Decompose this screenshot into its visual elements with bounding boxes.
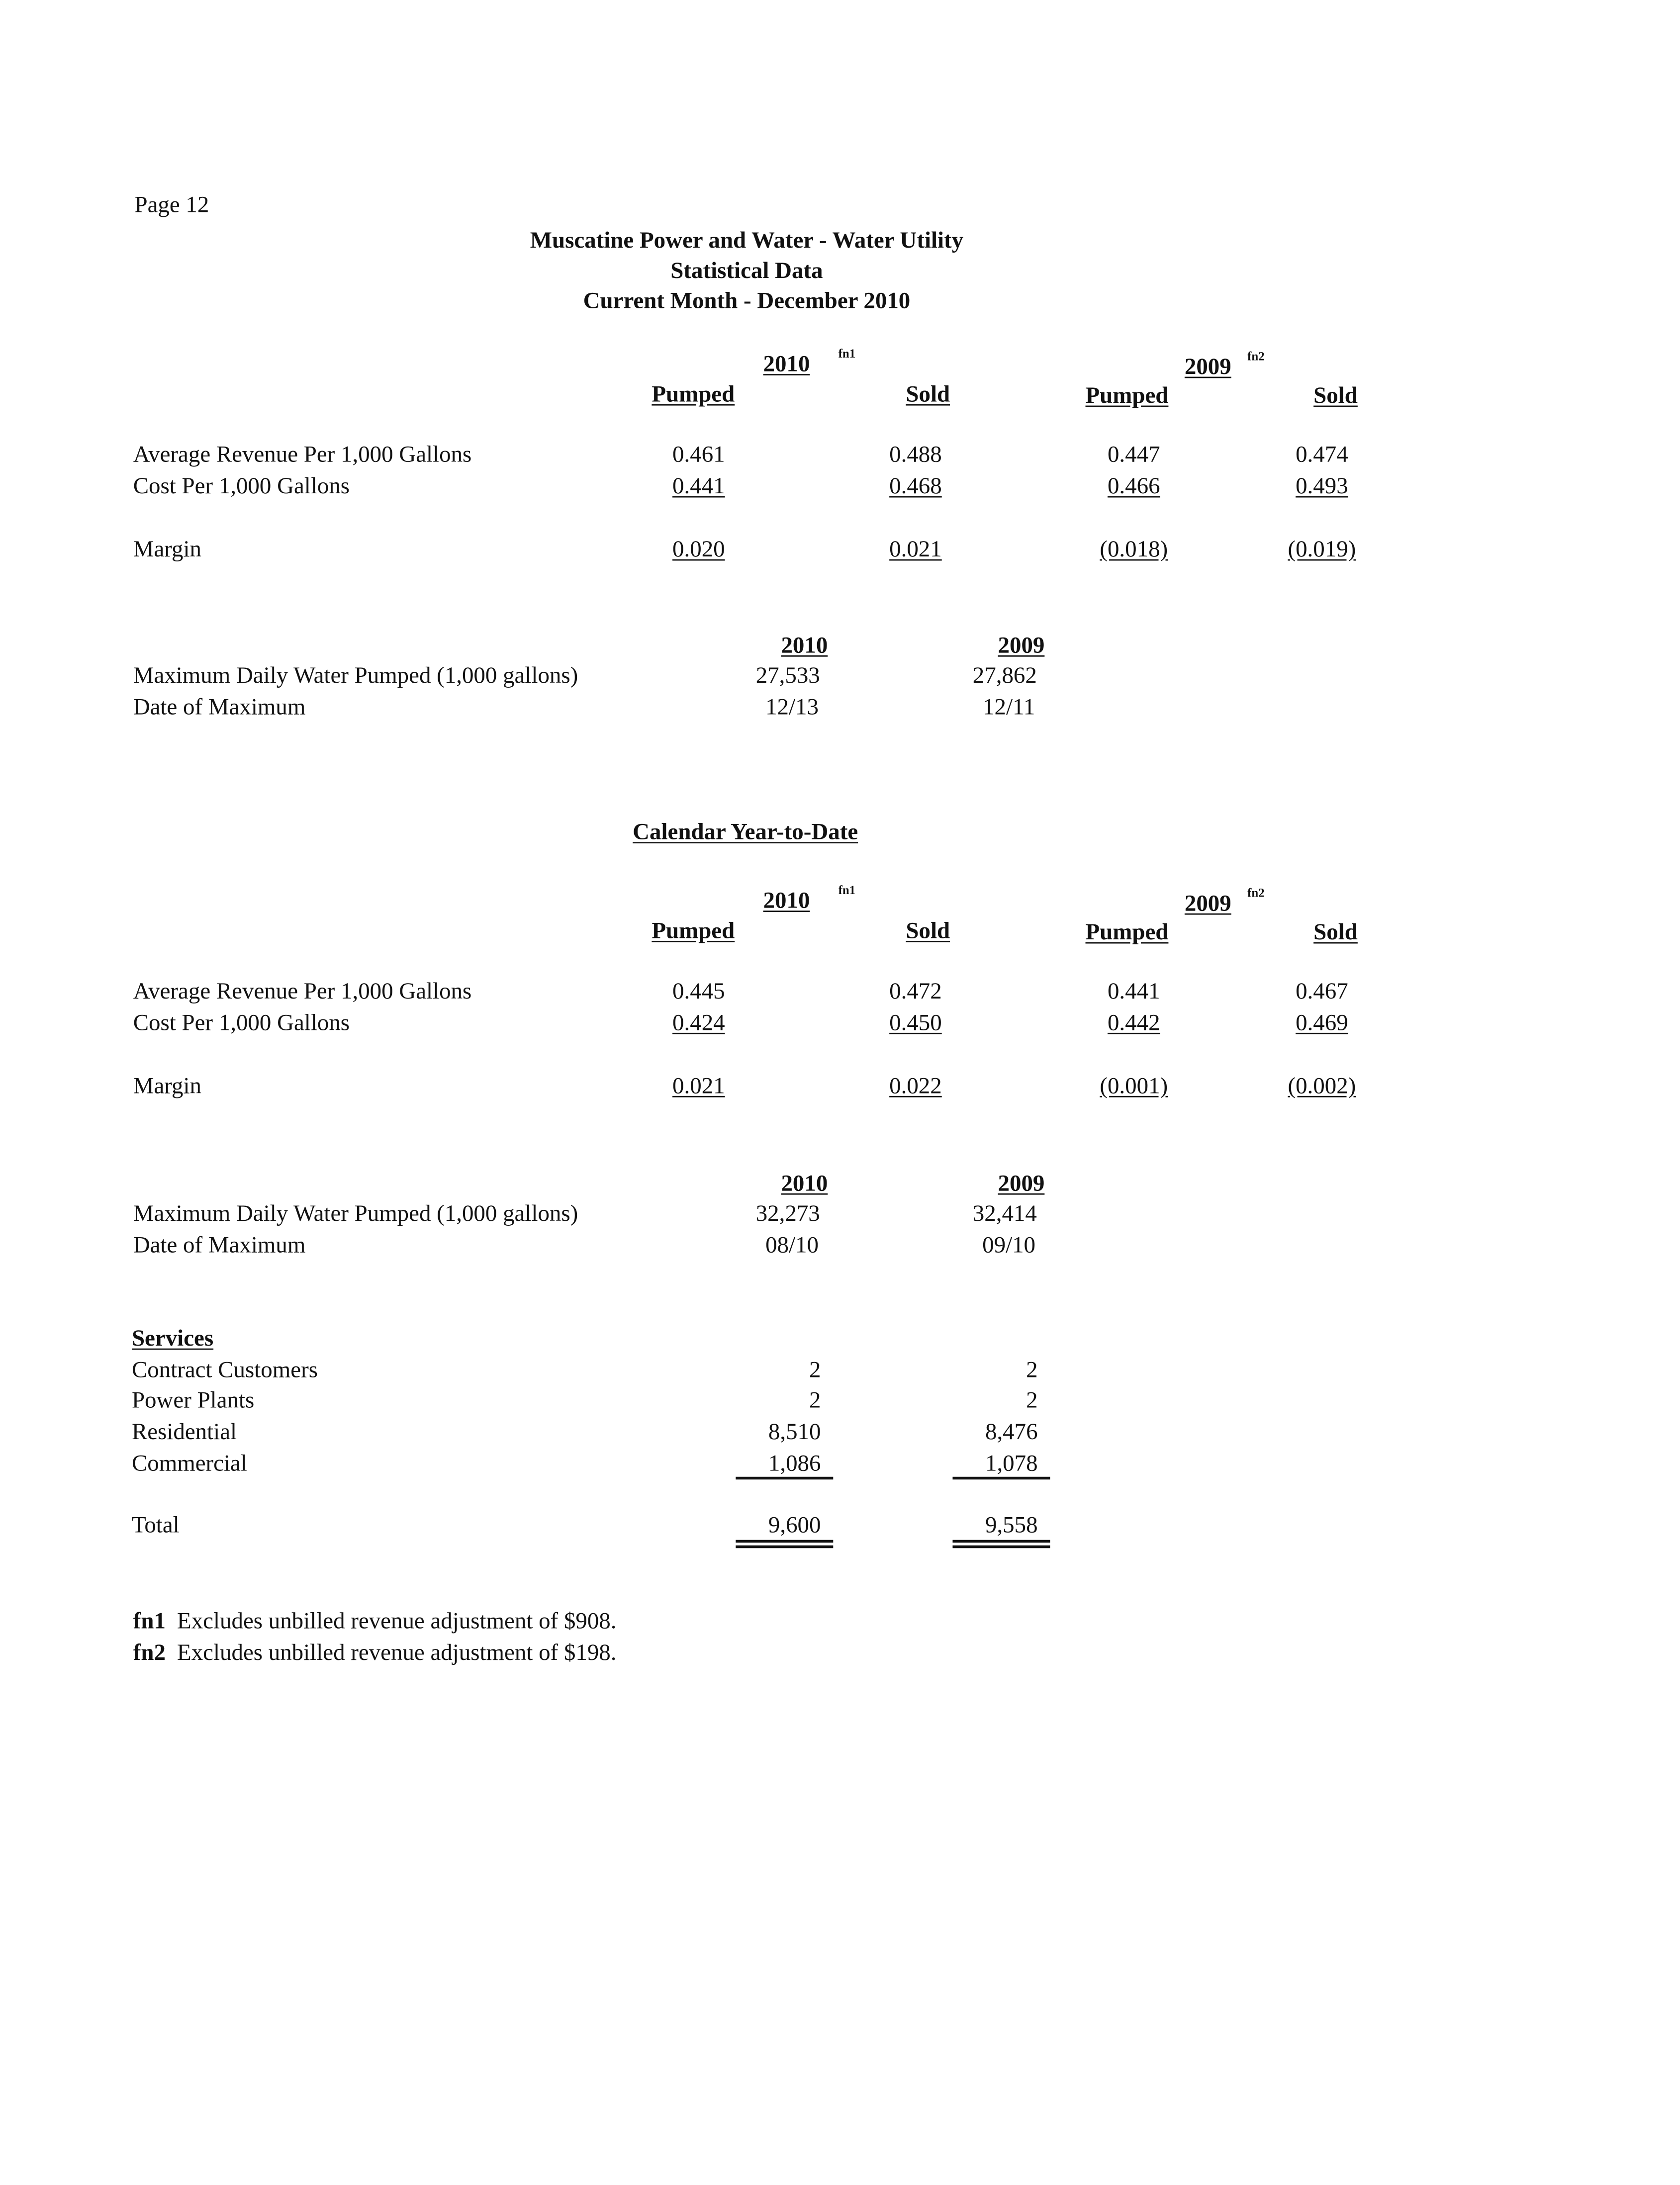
- row-label: Cost Per 1,000 Gallons: [133, 472, 350, 499]
- cell-value: 27,533: [755, 662, 820, 689]
- row-label: Residential: [131, 1418, 237, 1445]
- cell-value: 2: [1026, 1386, 1038, 1413]
- row-label: Power Plants: [131, 1386, 255, 1413]
- year-header-2010: 2010: [781, 1170, 828, 1196]
- cell-value: 0.466: [1107, 472, 1160, 499]
- row-label: Margin: [133, 536, 202, 562]
- cell-value: 1,086: [768, 1450, 821, 1476]
- cell-value: 0.468: [889, 472, 942, 499]
- column-header: Sold: [906, 380, 950, 407]
- cell-value: 0.493: [1296, 472, 1348, 499]
- year-header-2009: 2009: [998, 1170, 1045, 1196]
- cell-value: (0.002): [1288, 1072, 1356, 1099]
- subtotal-rule: [736, 1476, 834, 1480]
- row-label: Total: [131, 1512, 180, 1538]
- year-header-2010: 2010: [781, 632, 828, 658]
- cell-value: 9,600: [768, 1512, 821, 1538]
- year-header-2009: 2009: [1184, 353, 1231, 380]
- row-label: Margin: [133, 1072, 202, 1099]
- services-heading: Services: [131, 1325, 214, 1352]
- cell-value: 0.442: [1107, 1009, 1160, 1036]
- cell-value: 0.021: [889, 536, 942, 562]
- cell-value: 0.467: [1296, 978, 1348, 1004]
- column-header: Pumped: [652, 380, 735, 407]
- cell-value: 0.424: [672, 1009, 725, 1036]
- column-header: Sold: [906, 917, 950, 944]
- column-header: Pumped: [1085, 918, 1169, 945]
- row-label: Contract Customers: [131, 1357, 318, 1383]
- cell-value: 0.441: [1107, 978, 1160, 1004]
- cell-value: 12/11: [983, 694, 1035, 720]
- cell-value: 0.020: [672, 536, 725, 562]
- total-double-rule: [736, 1540, 834, 1543]
- cell-value: 0.022: [889, 1072, 942, 1099]
- year-header-2009: 2009: [1184, 890, 1231, 916]
- row-label: Maximum Daily Water Pumped (1,000 gallon…: [133, 1200, 578, 1227]
- footnote-tag: fn1: [133, 1608, 166, 1634]
- page-label: Page 12: [134, 191, 209, 218]
- column-header: Pumped: [652, 917, 735, 944]
- row-label: Cost Per 1,000 Gallons: [133, 1009, 350, 1036]
- ytd-heading: Calendar Year-to-Date: [633, 819, 858, 845]
- cell-value: (0.001): [1100, 1072, 1168, 1099]
- row-label: Average Revenue Per 1,000 Gallons: [133, 978, 472, 1004]
- footnote-marker: fn2: [1247, 886, 1265, 900]
- cell-value: 8,510: [768, 1418, 821, 1445]
- cell-value: 09/10: [982, 1232, 1036, 1258]
- cell-value: 0.450: [889, 1009, 942, 1036]
- column-header: Sold: [1313, 918, 1358, 945]
- column-header: Pumped: [1085, 382, 1169, 409]
- row-label: Date of Maximum: [133, 694, 306, 720]
- cell-value: 0.447: [1107, 441, 1160, 467]
- cell-value: 0.021: [672, 1072, 725, 1099]
- cell-value: 0.461: [672, 441, 725, 467]
- cell-value: (0.018): [1100, 536, 1168, 562]
- cell-value: 0.445: [672, 978, 725, 1004]
- row-label: Date of Maximum: [133, 1232, 306, 1258]
- year-header-2010: 2010: [763, 351, 810, 377]
- cell-value: 0.441: [672, 472, 725, 499]
- column-header: Sold: [1313, 382, 1358, 409]
- subtotal-rule: [952, 1476, 1050, 1480]
- cell-value: 1,078: [985, 1450, 1038, 1476]
- cell-value: 08/10: [765, 1232, 819, 1258]
- title-line-1: Muscatine Power and Water - Water Utilit…: [530, 227, 964, 254]
- cell-value: 32,414: [972, 1200, 1037, 1227]
- cell-value: 32,273: [755, 1200, 820, 1227]
- year-header-2009: 2009: [998, 632, 1045, 658]
- footnote-marker: fn2: [1247, 349, 1265, 364]
- cell-value: 2: [809, 1357, 821, 1383]
- row-label: Average Revenue Per 1,000 Gallons: [133, 441, 472, 467]
- footnote-marker: fn1: [838, 883, 856, 897]
- cell-value: 2: [809, 1386, 821, 1413]
- cell-value: 0.469: [1296, 1009, 1348, 1036]
- cell-value: 0.472: [889, 978, 942, 1004]
- cell-value: 27,862: [972, 662, 1037, 689]
- title-line-3: Current Month - December 2010: [583, 287, 911, 314]
- total-double-rule: [736, 1545, 834, 1548]
- row-label: Maximum Daily Water Pumped (1,000 gallon…: [133, 662, 578, 689]
- total-double-rule: [952, 1545, 1050, 1548]
- cell-value: 0.488: [889, 441, 942, 467]
- total-double-rule: [952, 1540, 1050, 1543]
- footnote-tag: fn2: [133, 1639, 166, 1666]
- footnote-text: Excludes unbilled revenue adjustment of …: [177, 1639, 617, 1666]
- title-line-2: Statistical Data: [670, 257, 823, 283]
- cell-value: 8,476: [985, 1418, 1038, 1445]
- footnote-text: Excludes unbilled revenue adjustment of …: [177, 1608, 617, 1634]
- cell-value: 0.474: [1296, 441, 1348, 467]
- cell-value: 12/13: [765, 694, 819, 720]
- cell-value: 9,558: [985, 1512, 1038, 1538]
- cell-value: 2: [1026, 1357, 1038, 1383]
- year-header-2010: 2010: [763, 887, 810, 913]
- row-label: Commercial: [131, 1450, 247, 1476]
- cell-value: (0.019): [1288, 536, 1356, 562]
- footnote-marker: fn1: [838, 346, 856, 361]
